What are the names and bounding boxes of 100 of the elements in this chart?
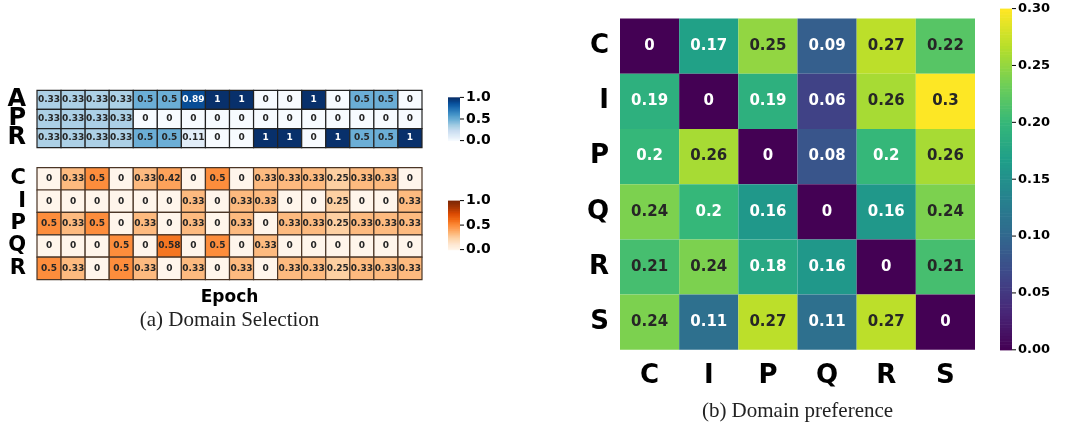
data-label: 0.33 [37,132,61,143]
data-label: 0 [118,173,125,184]
data-label: 0.33 [110,132,133,143]
data-label: 0.33 [374,217,398,228]
data-label: 0.33 [37,94,61,105]
data-label: 0.33 [230,217,253,228]
data-label: 0.16 [808,256,846,275]
data-label: 0.33 [374,262,398,273]
data-label: 0 [382,240,390,251]
data-label: 0.5 [113,262,130,273]
color-bar-label: 0.10 [1018,227,1051,243]
data-label: 0.21 [631,256,669,275]
x-tick-label: Q [816,359,839,390]
color-bar-label: 0.25 [1018,56,1051,72]
data-label: 0.33 [230,195,253,206]
data-label: 0.17 [690,36,728,55]
data-label: 0.33 [61,262,85,273]
y-tick-label: I [18,187,26,212]
data-label: 0.25 [326,173,349,184]
data-label: 0 [214,113,221,124]
data-label: 1 [286,132,293,143]
data-label: 0 [142,113,149,124]
data-label: 0 [166,217,173,228]
data-label: 0.33 [61,113,85,124]
color-bar-label: 0.0 [466,240,492,257]
data-label: 0.5 [161,94,178,105]
data-label: 0 [286,113,293,124]
data-label: 0.33 [278,262,301,273]
data-label: 0.33 [302,262,325,273]
data-label: 0.5 [353,132,370,143]
data-label: 0.5 [209,173,226,184]
data-label: 0.5 [137,94,154,105]
data-label: 0.3 [932,91,959,110]
y-tick-label: P [10,210,26,235]
data-label: 0.33 [61,217,85,228]
x-tick-label: C [640,359,660,390]
data-label: 1 [262,132,269,143]
data-label: 0 [238,113,245,124]
data-label: 0.26 [690,146,728,165]
data-label: 0.33 [374,173,398,184]
data-label: 0.27 [749,312,787,331]
y-tick-label: C [589,28,609,59]
data-label: 0 [644,36,655,55]
data-label: 0 [166,195,173,206]
data-label: 0 [382,195,390,206]
data-label: 0 [214,217,221,228]
data-label: 0.33 [61,132,85,143]
color-bar-label: 0.5 [466,109,491,126]
data-label: 0.33 [134,217,157,228]
data-label: 0.33 [350,217,373,228]
data-label: 0 [262,217,269,228]
data-label: 0.11 [808,312,846,331]
data-label: 0.42 [158,173,181,184]
x-tick-label: R [876,359,897,390]
data-label: 0.5 [89,217,106,228]
data-label: 0 [238,173,245,184]
color-bar-label: 1.0 [466,191,492,208]
data-label: 0.2 [636,146,663,165]
data-label: 0 [406,113,414,124]
data-label: 0 [118,217,125,228]
data-label: 0.11 [690,312,728,331]
data-label: 0 [286,94,293,105]
data-label: 0 [214,195,221,206]
data-label: 0.33 [302,217,325,228]
data-label: 0 [310,132,317,143]
color-bar-label: 0.00 [1018,341,1051,357]
data-label: 0.33 [182,195,205,206]
text: (a) Domain Selection [139,307,320,332]
color-bar-label: 1.0 [466,88,492,105]
data-label: 0 [214,262,221,273]
data-label: 0.33 [110,113,133,124]
data-label: 1 [334,132,341,143]
data-label: 0 [881,256,892,275]
data-label: 0 [45,173,53,184]
data-label: 0.33 [398,262,422,273]
data-label: 0 [190,173,197,184]
text: (b) Domain preference [701,398,894,423]
data-label: 0.33 [254,173,277,184]
data-label: 0 [142,195,149,206]
data-label: 0.26 [867,91,905,110]
data-label: 0 [238,240,245,251]
x-tick-label: I [703,359,714,390]
data-label: 0 [940,312,951,331]
data-label: 0.33 [134,262,157,273]
data-label: 0.5 [137,132,154,143]
data-label: 0.25 [749,36,787,55]
data-label: 1 [310,94,317,105]
data-label: 0.33 [350,262,373,273]
data-label: 0 [406,173,414,184]
data-label: 0.33 [86,113,109,124]
data-label: 0.33 [254,195,277,206]
data-label: 0 [703,91,714,110]
data-label: 0 [762,146,774,165]
data-label: 0 [382,113,390,124]
data-label: 1 [406,132,414,143]
data-label: 0 [94,195,101,206]
data-label: 0 [190,240,197,251]
data-label: 0 [310,113,317,124]
data-label: 0 [358,113,365,124]
data-label: 0 [358,240,365,251]
